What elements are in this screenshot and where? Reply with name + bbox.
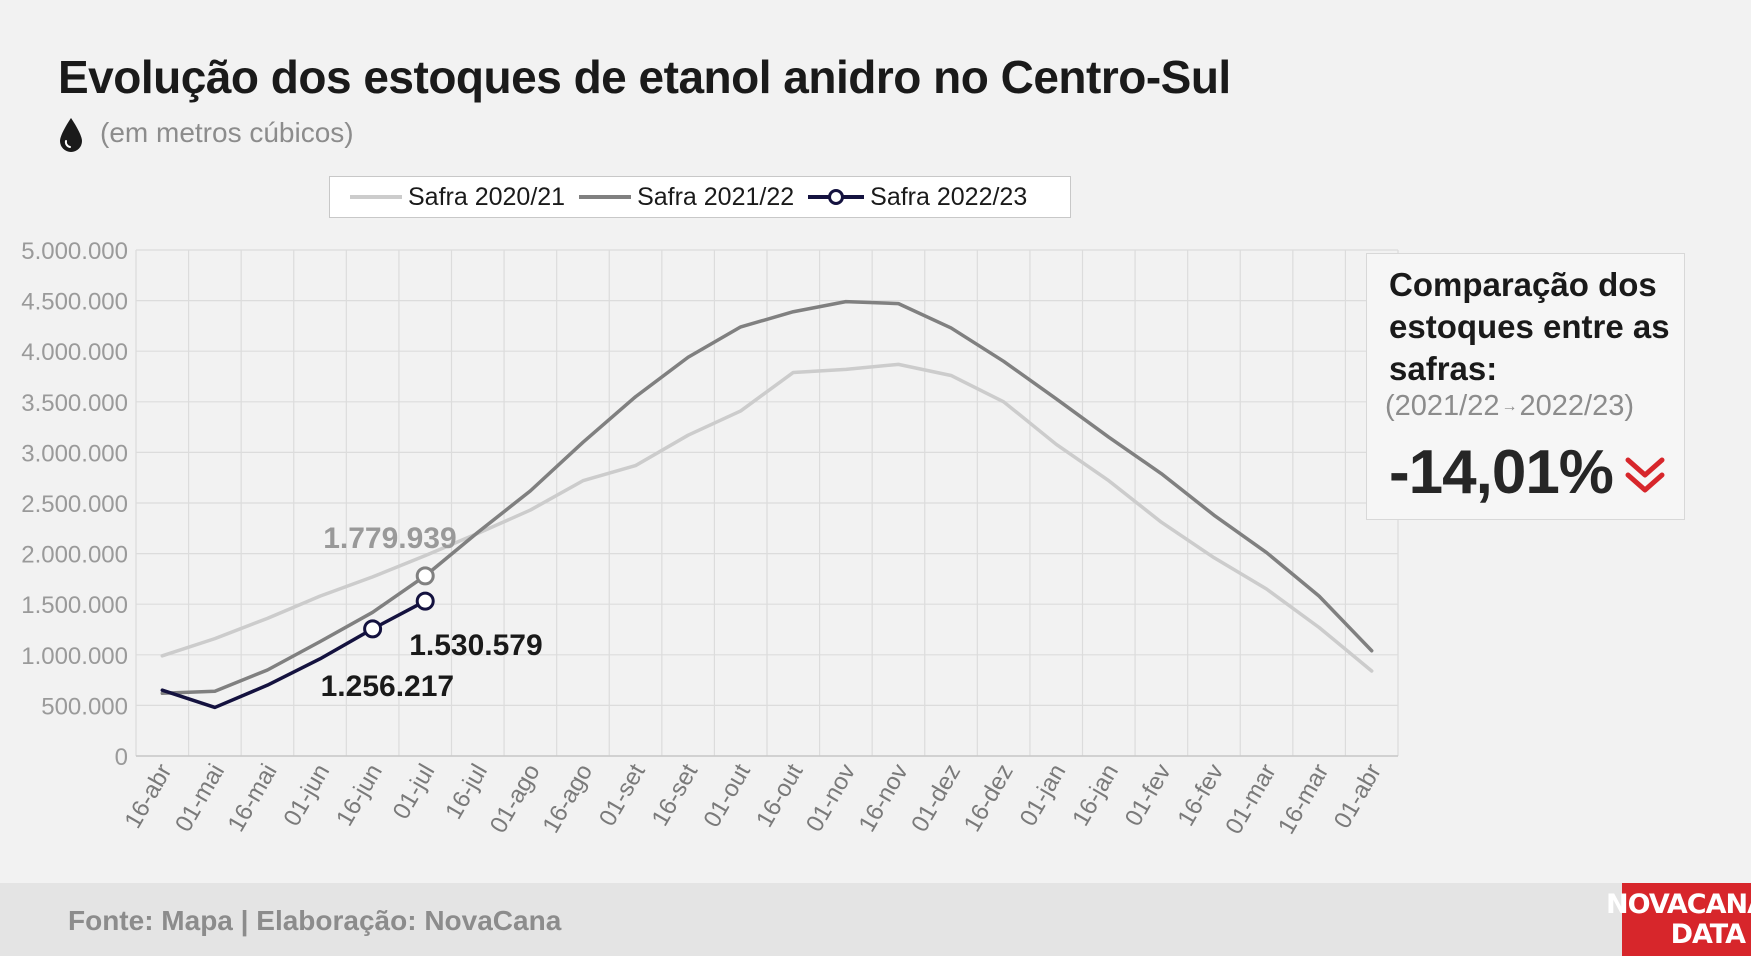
source-text: Fonte: Mapa | Elaboração: NovaCana: [68, 905, 562, 936]
data-point-marker-2: [363, 619, 383, 639]
y-axis-ticks: 0 500.000 1.000.000 1.500.000 2.000.000 2.500…: [21, 238, 128, 771]
data-label-2: 1.256.217: [321, 670, 454, 703]
x-tick-label-7: 01-ago: [485, 760, 546, 838]
x-tick-label-4: 16-jun: [331, 760, 388, 831]
double-chevron-down-icon: [1625, 457, 1665, 493]
x-tick-label-10: 16-set: [647, 759, 704, 831]
x-tick-label-11: 01-out: [698, 759, 756, 832]
x-tick-label-16: 16-dez: [959, 760, 1019, 837]
y-tick-label-2: 1.000.000: [21, 643, 128, 670]
data-label-1: 1.530.579: [409, 629, 542, 662]
legend-swatch-2020-21: [350, 195, 402, 199]
novacana-data-logo[interactable]: NOVACANA DATA: [1606, 883, 1751, 956]
legend-item-2021-22[interactable]: Safra 2021/22: [579, 183, 794, 212]
series-markers: [363, 566, 435, 639]
comparison-range: (2021/22 →2022/23): [1385, 390, 1634, 423]
comparison-range-from: (2021/22: [1385, 390, 1500, 422]
y-tick-label-7: 3.500.000: [21, 390, 128, 417]
logo-text-top: NOVACANA: [1606, 888, 1751, 920]
footer: Fonte: Mapa | Elaboração: NovaCana NOVAC…: [0, 883, 1751, 956]
legend-label-2021-22: Safra 2021/22: [637, 182, 795, 211]
y-tick-label-8: 4.000.000: [21, 339, 128, 366]
y-tick-label-0: 0: [115, 744, 128, 771]
x-tick-label-9: 01-set: [594, 759, 651, 831]
chart-plot: 0 500.000 1.000.000 1.500.000 2.000.000 2.500…: [21, 238, 1399, 839]
x-tick-label-3: 01-jun: [278, 760, 335, 831]
drop-icon: [60, 118, 82, 152]
x-tick-label-14: 16-nov: [854, 760, 914, 837]
data-point-marker-1: [415, 591, 435, 611]
legend-label-2020-21: Safra 2020/21: [408, 182, 566, 211]
legend-swatch-2022-23: [808, 189, 865, 205]
legend-item-2022-23[interactable]: Safra 2022/23: [808, 183, 1027, 212]
arrow-right-icon: →: [1501, 398, 1518, 416]
y-tick-label-3: 1.500.000: [21, 592, 128, 619]
x-tick-label-2: 16-mai: [223, 760, 283, 837]
x-tick-label-21: 01-mar: [1220, 760, 1281, 839]
series-lines: [160, 299, 1374, 710]
x-tick-label-5: 01-jul: [388, 760, 441, 824]
x-tick-label-6: 16-jul: [440, 760, 493, 824]
legend-swatch-2021-22: [579, 195, 632, 199]
x-tick-label-19: 01-fev: [1120, 760, 1177, 831]
x-tick-label-13: 01-nov: [801, 760, 861, 837]
x-tick-label-8: 16-ago: [537, 760, 598, 838]
chart-title: Evolução dos estoques de etanol anidro n…: [58, 51, 1231, 103]
x-tick-label-20: 16-fev: [1172, 760, 1229, 831]
y-tick-label-5: 2.500.000: [21, 491, 128, 518]
y-tick-label-10: 5.000.000: [21, 238, 128, 265]
data-point-marker-0: [415, 566, 435, 586]
x-tick-label-0: 16-abr: [119, 759, 177, 833]
x-tick-label-23: 01-abr: [1329, 759, 1387, 833]
y-tick-label-9: 4.500.000: [21, 289, 128, 316]
x-tick-label-17: 01-jan: [1015, 760, 1072, 831]
comparison-value: -14,01%: [1389, 438, 1614, 507]
logo-text-bottom: DATA: [1670, 918, 1746, 950]
comparison-title: Comparação dos estoques entre as safras:: [1389, 266, 1670, 387]
series-line-0: [160, 362, 1374, 673]
comparison-range-to: 2022/23): [1519, 390, 1635, 422]
x-tick-label-18: 16-jan: [1067, 760, 1124, 831]
x-tick-label-12: 16-out: [751, 759, 809, 832]
y-tick-label-6: 3.000.000: [21, 440, 128, 467]
x-tick-label-15: 01-dez: [906, 760, 966, 837]
y-tick-label-4: 2.000.000: [21, 542, 128, 569]
legend-label-2022-23: Safra 2022/23: [870, 182, 1028, 211]
x-tick-label-1: 01-mai: [170, 760, 230, 837]
x-tick-label-22: 16-mar: [1273, 760, 1334, 839]
series-line-1: [160, 299, 1374, 696]
data-labels: 1.779.939 1.530.579 1.256.217: [321, 522, 543, 703]
comparison-box: Comparação dos estoques entre as safras:…: [1366, 253, 1685, 520]
legend: Safra 2020/21 Safra 2021/22 Safra 2022/2…: [329, 176, 1071, 218]
y-tick-label-1: 500.000: [41, 693, 128, 720]
series-line-2: [160, 599, 427, 710]
chart-subtitle: (em metros cúbicos): [100, 117, 354, 148]
grid: [135, 249, 1399, 757]
data-label-0: 1.779.939: [323, 522, 456, 555]
legend-item-2020-21[interactable]: Safra 2020/21: [350, 183, 565, 212]
